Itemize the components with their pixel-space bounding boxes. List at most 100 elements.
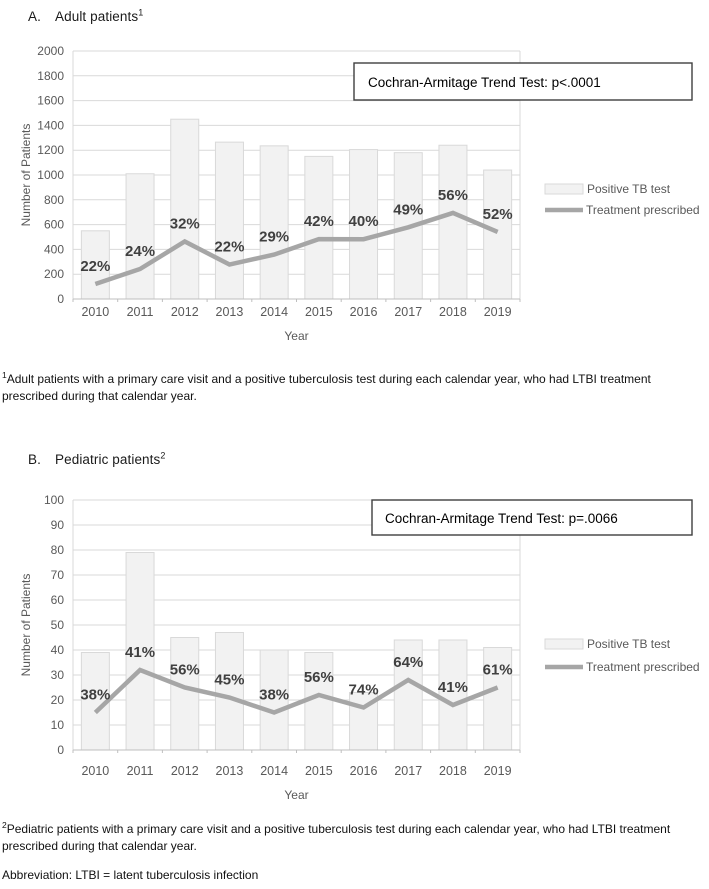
trend-test-text: Cochran-Armitage Trend Test: p=.0066 — [385, 511, 618, 526]
legend-line-label: Treatment prescribed — [586, 660, 700, 674]
x-tick-label: 2017 — [394, 305, 422, 319]
y-tick-label: 20 — [51, 693, 65, 707]
y-axis-title: Number of Patients — [19, 574, 33, 677]
footnote-a: 1Adult patients with a primary care visi… — [2, 371, 708, 406]
pct-label-2017: 49% — [393, 201, 423, 218]
pct-label-2019: 61% — [483, 662, 513, 679]
legend-bar-label: Positive TB test — [587, 637, 671, 651]
x-tick-label: 2012 — [171, 764, 199, 778]
x-tick-label: 2018 — [439, 305, 467, 319]
pct-label-2010: 38% — [80, 687, 110, 704]
x-tick-label: 2019 — [484, 764, 512, 778]
footnote-b-sup: 2 — [2, 820, 7, 830]
panel-a-title-sup: 1 — [138, 7, 144, 18]
pct-label-2012: 32% — [170, 215, 200, 232]
y-tick-label: 40 — [51, 643, 65, 657]
y-tick-label: 1600 — [37, 94, 64, 108]
y-tick-label: 90 — [51, 518, 65, 532]
y-tick-label: 60 — [51, 593, 65, 607]
panel-a-title: Adult patients — [55, 9, 139, 24]
bar-2012 — [170, 637, 200, 751]
pct-label-2019: 52% — [483, 206, 513, 223]
y-tick-label: 0 — [57, 743, 64, 757]
bar-2013 — [214, 632, 244, 751]
pct-label-2014: 29% — [259, 229, 289, 246]
pct-label-2018: 41% — [438, 679, 468, 696]
y-tick-label: 100 — [44, 493, 64, 507]
bar-2014 — [259, 145, 289, 300]
pct-label-2016: 74% — [349, 682, 379, 699]
x-tick-label: 2014 — [260, 764, 288, 778]
footnote-a-sup: 1 — [2, 370, 7, 380]
bar-2017 — [393, 639, 423, 751]
adult-patients-chart: 0 200 400 600 800 1000 1200 1400 1600 1800 2000 22%… — [0, 40, 709, 357]
bar-2019 — [483, 169, 513, 300]
bar-2015 — [304, 652, 334, 751]
y-tick-label: 1800 — [37, 69, 64, 83]
panel-b-title-sup: 2 — [160, 450, 166, 461]
treatment-trend-line — [94, 210, 499, 287]
panel-a-label: A. — [28, 9, 41, 24]
x-axis-title: Year — [284, 329, 308, 343]
x-tick-label: 2014 — [260, 305, 288, 319]
bar-2013 — [214, 141, 244, 300]
bar-2012 — [170, 118, 200, 300]
y-tick-label: 200 — [44, 267, 64, 281]
pct-label-2011: 24% — [125, 243, 155, 260]
y-tick-label: 0 — [57, 292, 64, 306]
y-tick-label: 1400 — [37, 118, 64, 132]
trend-test-box — [371, 499, 693, 536]
x-tick-label: 2015 — [305, 305, 333, 319]
y-tick-label: 600 — [44, 218, 64, 232]
y-tick-label: 400 — [44, 242, 64, 256]
y-tick-label: 30 — [51, 668, 65, 682]
bar-2011 — [125, 173, 155, 300]
footnote-b: 2Pediatric patients with a primary care … — [2, 821, 708, 856]
pct-label-2010: 22% — [80, 258, 110, 275]
trend-test-text: Cochran-Armitage Trend Test: p<.0001 — [368, 75, 601, 90]
x-tick-label: 2010 — [81, 764, 109, 778]
y-tick-label: 10 — [51, 718, 65, 732]
legend-bar-swatch — [544, 183, 584, 195]
x-tick-label: 2016 — [350, 764, 378, 778]
x-tick-label: 2015 — [305, 764, 333, 778]
y-tick-label: 70 — [51, 568, 65, 582]
chart-svg: 0 10 20 30 40 50 60 70 80 90 100 38% 41% 56% 45% 38% 56%… — [19, 493, 700, 802]
y-tick-label: 1200 — [37, 143, 64, 157]
legend-bar-swatch — [544, 638, 584, 650]
pct-label-2012: 56% — [170, 662, 200, 679]
x-tick-label: 2019 — [484, 305, 512, 319]
x-tick-label: 2017 — [394, 764, 422, 778]
x-tick-label: 2018 — [439, 764, 467, 778]
x-tick-label: 2016 — [350, 305, 378, 319]
bar-2010 — [80, 230, 110, 300]
y-tick-label: 2000 — [37, 44, 64, 58]
pct-label-2011: 41% — [125, 644, 155, 661]
x-tick-label: 2012 — [171, 305, 199, 319]
panel-b-label: B. — [28, 452, 41, 467]
x-tick-label: 2010 — [81, 305, 109, 319]
pct-label-2018: 56% — [438, 187, 468, 204]
y-tick-label: 800 — [44, 193, 64, 207]
bar-2015 — [304, 155, 334, 300]
pct-label-2015: 56% — [304, 669, 334, 686]
legend-bar-label: Positive TB test — [587, 182, 671, 196]
pct-label-2016: 40% — [349, 213, 379, 230]
x-tick-label: 2011 — [127, 305, 154, 319]
y-tick-label: 1000 — [37, 168, 64, 182]
panel-b-title: Pediatric patients — [55, 452, 161, 467]
pct-label-2013: 22% — [214, 239, 244, 256]
bar-2018 — [438, 639, 468, 751]
panel-a-heading: A. Adult patients1 — [28, 7, 144, 24]
bar-2018 — [438, 144, 468, 300]
panel-b-heading: B. Pediatric patients2 — [28, 450, 166, 467]
chart-svg: 0 200 400 600 800 1000 1200 1400 1600 1800 2000 22%… — [19, 44, 700, 343]
abbreviation-note: Abbreviation: LTBI = latent tuberculosis… — [2, 868, 259, 882]
x-axis-title: Year — [284, 788, 308, 802]
bar-2011 — [125, 552, 155, 751]
pct-label-2014: 38% — [259, 687, 289, 704]
x-tick-label: 2011 — [127, 764, 154, 778]
y-axis-title: Number of Patients — [19, 124, 33, 227]
bar-2014 — [259, 649, 289, 751]
